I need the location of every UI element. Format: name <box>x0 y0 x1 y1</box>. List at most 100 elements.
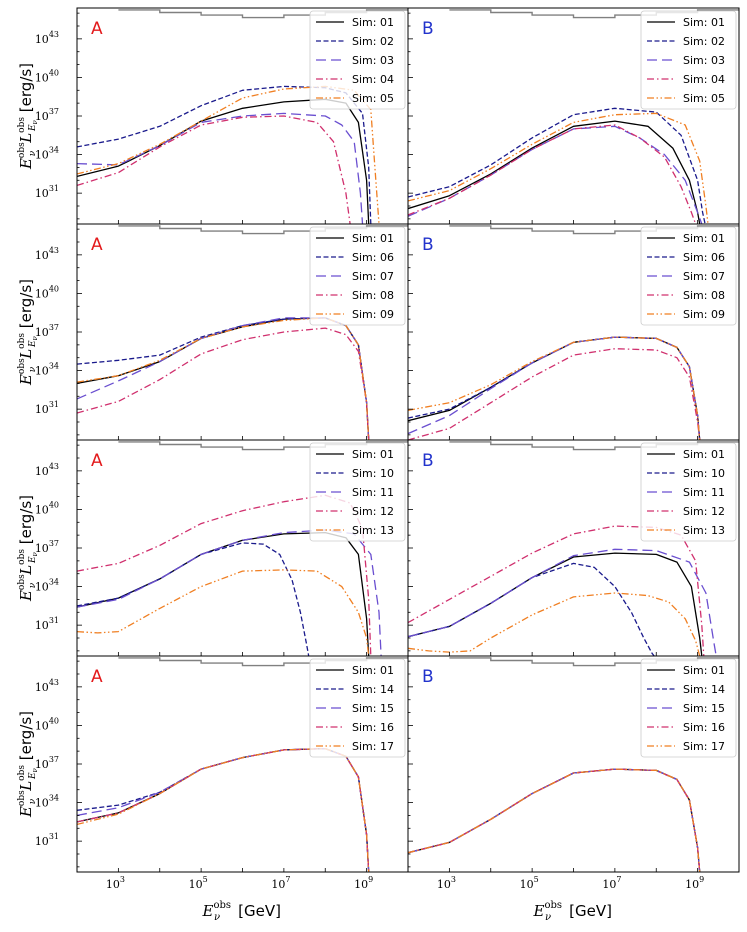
legend-entry: Sim: 01 <box>352 16 394 29</box>
y-tick-label: 1034 <box>35 794 59 810</box>
series-line-07 <box>77 317 370 440</box>
series-line-04 <box>77 115 351 224</box>
panel-letter: B <box>422 19 434 39</box>
series-line-16 <box>77 747 370 872</box>
legend-entry: Sim: 13 <box>683 524 725 537</box>
panel-letter: A <box>91 19 103 39</box>
legend-entry: Sim: 01 <box>683 448 725 461</box>
legend-entry: Sim: 10 <box>683 467 725 480</box>
series-line-02 <box>408 107 706 224</box>
legend-entry: Sim: 11 <box>352 486 394 499</box>
y-axis-title: EobsνLobsEν[erg/s] <box>17 63 39 170</box>
y-tick-label: 1031 <box>35 400 59 416</box>
legend-entry: Sim: 14 <box>683 683 725 696</box>
legend-box <box>640 10 737 110</box>
x-tick-label: 107 <box>271 875 290 891</box>
legend-entry: Sim: 05 <box>683 92 725 105</box>
legend-box <box>309 226 406 326</box>
series-line-16 <box>408 768 701 872</box>
x-tick-label: 103 <box>437 875 456 891</box>
series-line-09 <box>408 336 701 440</box>
legend-entry: Sim: 07 <box>352 270 394 283</box>
y-tick-label: 1040 <box>35 284 59 300</box>
series-line-04 <box>408 124 697 224</box>
y-tick-label: 1034 <box>35 146 59 162</box>
y-tick-label: 1034 <box>35 362 59 378</box>
y-axis-title: EobsνLobsEν[erg/s] <box>17 495 39 602</box>
panel-letter: A <box>91 235 103 255</box>
legend-entry: Sim: 02 <box>352 35 394 48</box>
legend: Sim: 01 Sim: 14 Sim: 15 Sim: 16 Sim: 17 <box>309 658 406 758</box>
legend-entry: Sim: 16 <box>683 721 725 734</box>
legend-entry: Sim: 14 <box>352 683 394 696</box>
series-line-14 <box>408 768 701 872</box>
y-tick-label: 1031 <box>35 616 59 632</box>
legend-entry: Sim: 10 <box>352 467 394 480</box>
legend-box <box>640 226 737 326</box>
legend-box <box>309 10 406 110</box>
series-line-13 <box>77 569 370 656</box>
legend-entry: Sim: 01 <box>352 232 394 245</box>
series-line-05 <box>77 85 380 224</box>
series-line-05 <box>408 112 709 224</box>
legend-entry: Sim: 08 <box>683 289 725 302</box>
series-line-02 <box>77 85 372 224</box>
series-line-01 <box>77 531 370 656</box>
legend: Sim: 01 Sim: 02 Sim: 03 Sim: 04 Sim: 05 <box>309 10 406 110</box>
x-tick-label: 109 <box>685 875 704 891</box>
panel-letter: B <box>422 235 434 255</box>
series-line-17 <box>408 768 701 872</box>
series-line-10 <box>77 542 310 656</box>
legend-entry: Sim: 08 <box>352 289 394 302</box>
x-tick-label: 107 <box>602 875 621 891</box>
panel-letter: A <box>91 667 103 687</box>
y-tick-label: 1043 <box>35 678 59 694</box>
legend-box <box>640 658 737 758</box>
legend-entry: Sim: 12 <box>683 505 725 518</box>
panel-4-A: 1031 1034 1037 1040 1043 103 105 107 109 A Sim: 01… <box>35 655 409 891</box>
legend-entry: Sim: 15 <box>352 702 394 715</box>
series-line-09 <box>77 317 370 440</box>
legend: Sim: 01 Sim: 02 Sim: 03 Sim: 04 Sim: 05 <box>640 10 737 110</box>
series-line-01 <box>77 747 370 872</box>
legend-entry: Sim: 01 <box>683 232 725 245</box>
y-axis-title: EobsνLobsEν[erg/s] <box>17 711 39 818</box>
series-line-17 <box>77 747 370 872</box>
series-line-12 <box>77 494 372 656</box>
legend-box <box>309 442 406 542</box>
legend-entry: Sim: 13 <box>352 524 394 537</box>
panel-letter: B <box>422 451 434 471</box>
y-tick-label: 1037 <box>35 323 59 339</box>
legend-entry: Sim: 01 <box>352 664 394 677</box>
legend-entry: Sim: 04 <box>352 73 394 86</box>
legend-entry: Sim: 17 <box>683 740 725 753</box>
y-tick-label: 1043 <box>35 30 59 46</box>
legend-entry: Sim: 05 <box>352 92 394 105</box>
series-line-01 <box>77 98 370 224</box>
legend-entry: Sim: 09 <box>352 308 394 321</box>
series-line-15 <box>77 747 370 872</box>
y-tick-label: 1034 <box>35 578 59 594</box>
x-axis-title: Eobs ν [GeV] <box>202 900 281 923</box>
series-line-12 <box>408 525 705 656</box>
legend-entry: Sim: 12 <box>352 505 394 518</box>
x-axis-title: Eobs ν [GeV] <box>533 900 612 923</box>
y-axis-title: EobsνLobsEν[erg/s] <box>17 279 39 386</box>
y-tick-label: 1040 <box>35 500 59 516</box>
legend-entry: Sim: 16 <box>352 721 394 734</box>
series-line-14 <box>77 747 370 872</box>
legend: Sim: 01 Sim: 06 Sim: 07 Sim: 08 Sim: 09 <box>640 226 737 326</box>
legend: Sim: 01 Sim: 10 Sim: 11 Sim: 12 Sim: 13 <box>309 442 406 542</box>
series-line-11 <box>408 548 717 656</box>
panel-3-B: B Sim: 01 Sim: 10 Sim: 11 Sim: 12 Sim: 13 <box>407 439 740 657</box>
legend-entry: Sim: 04 <box>683 73 725 86</box>
y-tick-label: 1031 <box>35 832 59 848</box>
panel-2-B: B Sim: 01 Sim: 06 Sim: 07 Sim: 08 Sim: 09 <box>407 223 740 441</box>
x-tick-label: 105 <box>520 875 539 891</box>
x-tick-label: 105 <box>189 875 208 891</box>
series-line-07 <box>408 336 701 440</box>
legend-entry: Sim: 01 <box>352 448 394 461</box>
